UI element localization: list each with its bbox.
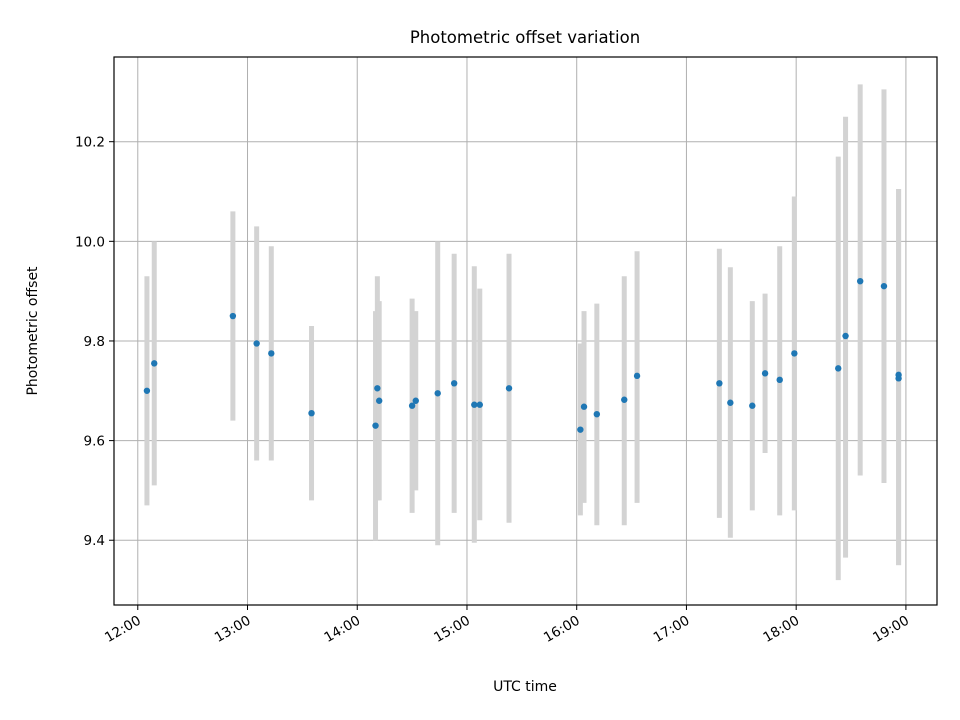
data-points [143, 277, 902, 433]
chart-title: Photometric offset variation [410, 28, 640, 47]
data-point [476, 401, 483, 408]
data-point [580, 403, 588, 410]
data-point [895, 371, 902, 379]
y-tick-label: 10.2 [75, 135, 105, 151]
data-point [835, 365, 842, 372]
data-point [268, 350, 275, 357]
data-point [633, 372, 641, 380]
data-point [749, 402, 756, 409]
data-point [776, 376, 783, 384]
data-point [450, 380, 458, 387]
y-tick-label: 10.0 [75, 234, 105, 250]
data-point [842, 332, 849, 340]
data-point [727, 399, 734, 406]
x-axis-label: UTC time [493, 679, 557, 695]
data-point [372, 422, 379, 429]
y-axis-label: Photometric offset [25, 266, 41, 396]
data-point [151, 360, 158, 367]
y-tick-label: 9.6 [84, 434, 105, 450]
data-point [375, 397, 383, 404]
data-point [408, 402, 416, 409]
data-point [434, 390, 441, 397]
data-point [791, 350, 798, 357]
y-tick-label: 9.8 [84, 334, 105, 350]
data-point [716, 380, 723, 387]
data-point [593, 410, 601, 418]
data-point [412, 397, 419, 404]
data-point [143, 387, 151, 394]
data-point [471, 401, 478, 408]
data-point [880, 282, 888, 290]
data-point [253, 340, 260, 347]
data-point [308, 410, 315, 417]
data-point [621, 396, 628, 403]
data-point [505, 385, 513, 392]
y-tick-label: 9.4 [84, 533, 105, 549]
data-point [856, 277, 864, 285]
plot-area-frame [113, 56, 938, 606]
data-point [577, 426, 584, 433]
y-axis-ticks: 9.4 9.6 9.8 10.0 10.2 [75, 135, 114, 549]
grid-lines [114, 57, 937, 605]
data-point [229, 312, 237, 320]
data-point [761, 370, 769, 377]
data-point [374, 385, 381, 392]
